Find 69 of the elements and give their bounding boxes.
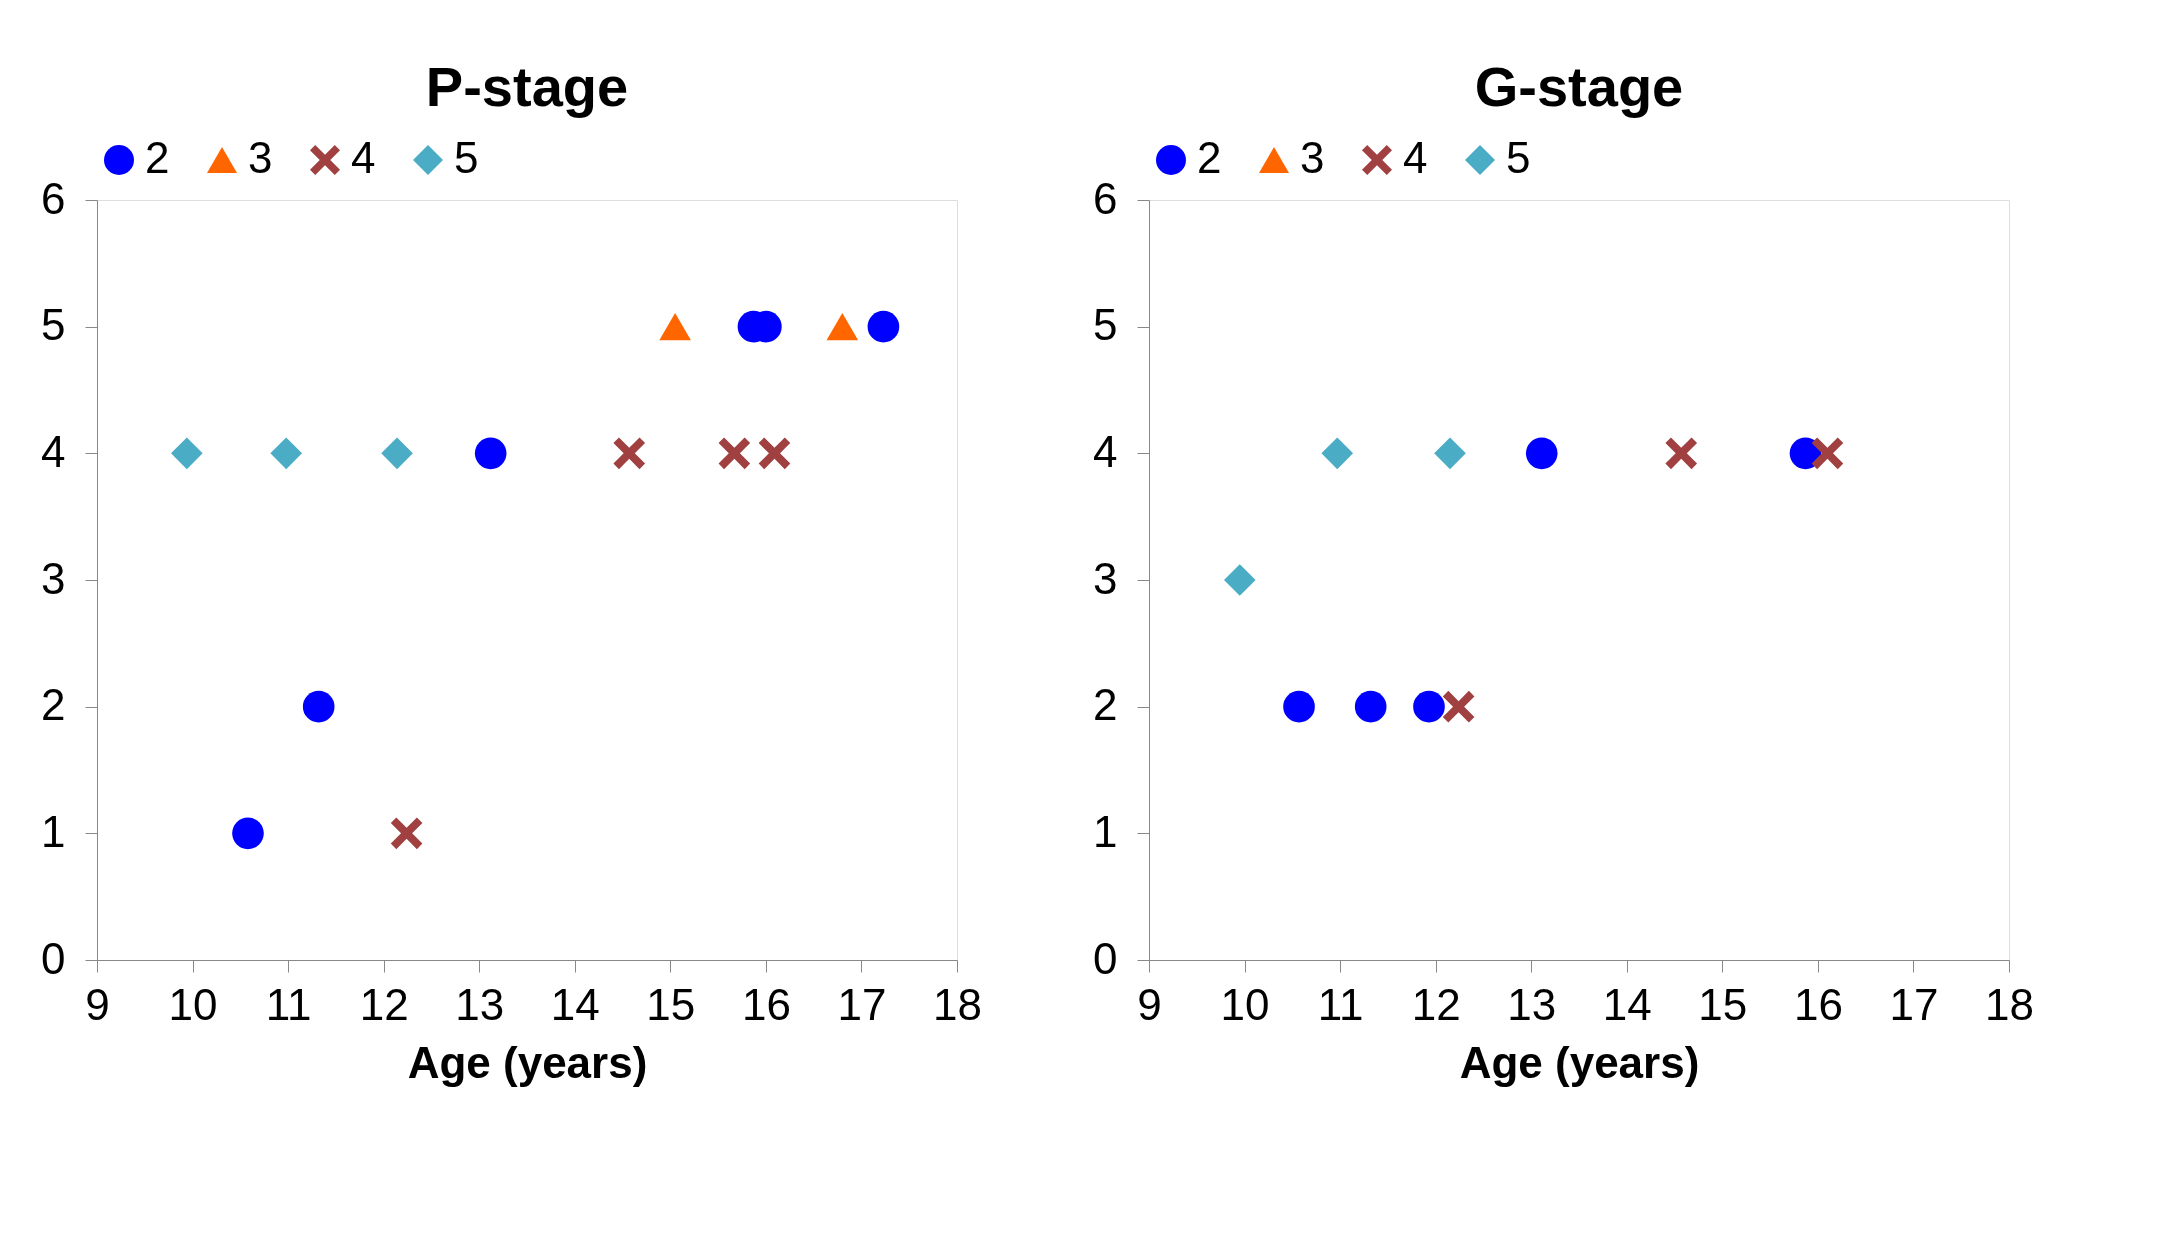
y-tick-label: 2 [1093, 680, 1118, 730]
y-tick-label: 5 [41, 300, 66, 350]
point [659, 312, 691, 341]
legend-label: 4 [1403, 133, 1428, 182]
x-tick-label: 13 [455, 979, 505, 1029]
x-axis-title: Age (years) [407, 1037, 648, 1087]
x-tick-label: 11 [265, 979, 312, 1029]
point [171, 437, 203, 470]
point [1665, 437, 1698, 470]
x-tick-label: 13 [1507, 979, 1557, 1029]
legend-label: 3 [1300, 133, 1325, 182]
x-tick-label: 17 [1889, 979, 1939, 1029]
point [613, 437, 646, 470]
point [1413, 690, 1445, 723]
x-tick-label: 18 [933, 979, 982, 1029]
x-tick-label: 16 [1793, 979, 1843, 1029]
x-axis-title: Age (years) [1459, 1037, 1700, 1087]
point [1321, 437, 1354, 470]
point [381, 437, 413, 470]
x-tick-label: 10 [168, 979, 218, 1029]
x-tick-label: 11 [1317, 979, 1364, 1029]
y-tick-label: 1 [1093, 806, 1118, 856]
legend-label: 5 [1506, 133, 1531, 182]
legend-label: 2 [145, 133, 170, 182]
x-tick-label: 14 [550, 979, 600, 1029]
point [758, 437, 791, 470]
x-tick-label: 16 [741, 979, 791, 1029]
x-tick-label: 17 [837, 979, 887, 1029]
y-tick-label: 1 [41, 806, 66, 856]
y-tick-label: 5 [1093, 300, 1118, 350]
x-tick-label: 9 [1137, 979, 1162, 1029]
x-tick-label: 9 [85, 979, 110, 1029]
point [1525, 437, 1558, 470]
x-tick-label: 15 [1698, 979, 1748, 1029]
point [1223, 564, 1256, 596]
y-tick-label: 0 [41, 933, 66, 983]
point [270, 437, 303, 470]
y-tick-label: 4 [1093, 426, 1118, 476]
chart-title: P-stage [425, 55, 629, 118]
point [1283, 690, 1315, 723]
point [1354, 690, 1387, 723]
chart-title: G-stage [1474, 55, 1684, 118]
legend-label: 4 [351, 133, 376, 182]
point [718, 437, 751, 470]
legend-label: 5 [454, 133, 479, 182]
y-tick-label: 4 [41, 426, 66, 476]
x-tick-label: 14 [1602, 979, 1652, 1029]
y-tick-label: 3 [1093, 553, 1118, 603]
y-tick-label: 6 [41, 173, 66, 223]
point [232, 817, 264, 850]
point [474, 437, 507, 470]
point [1442, 690, 1475, 723]
y-tick-label: 0 [1093, 933, 1118, 983]
x-tick-label: 12 [1411, 979, 1461, 1029]
x-tick-label: 10 [1220, 979, 1270, 1029]
point [826, 312, 859, 341]
x-tick-label: 18 [1985, 979, 2034, 1029]
legend-label: 2 [1197, 133, 1222, 182]
point [1434, 437, 1466, 470]
legend-label: 3 [248, 133, 273, 182]
y-tick-label: 3 [41, 553, 66, 603]
point [390, 817, 423, 850]
y-tick-label: 6 [1093, 173, 1118, 223]
x-tick-label: 12 [359, 979, 409, 1029]
y-tick-label: 2 [41, 680, 66, 730]
point [1811, 437, 1844, 470]
x-tick-label: 15 [646, 979, 696, 1029]
point [302, 690, 335, 723]
point [867, 310, 900, 343]
